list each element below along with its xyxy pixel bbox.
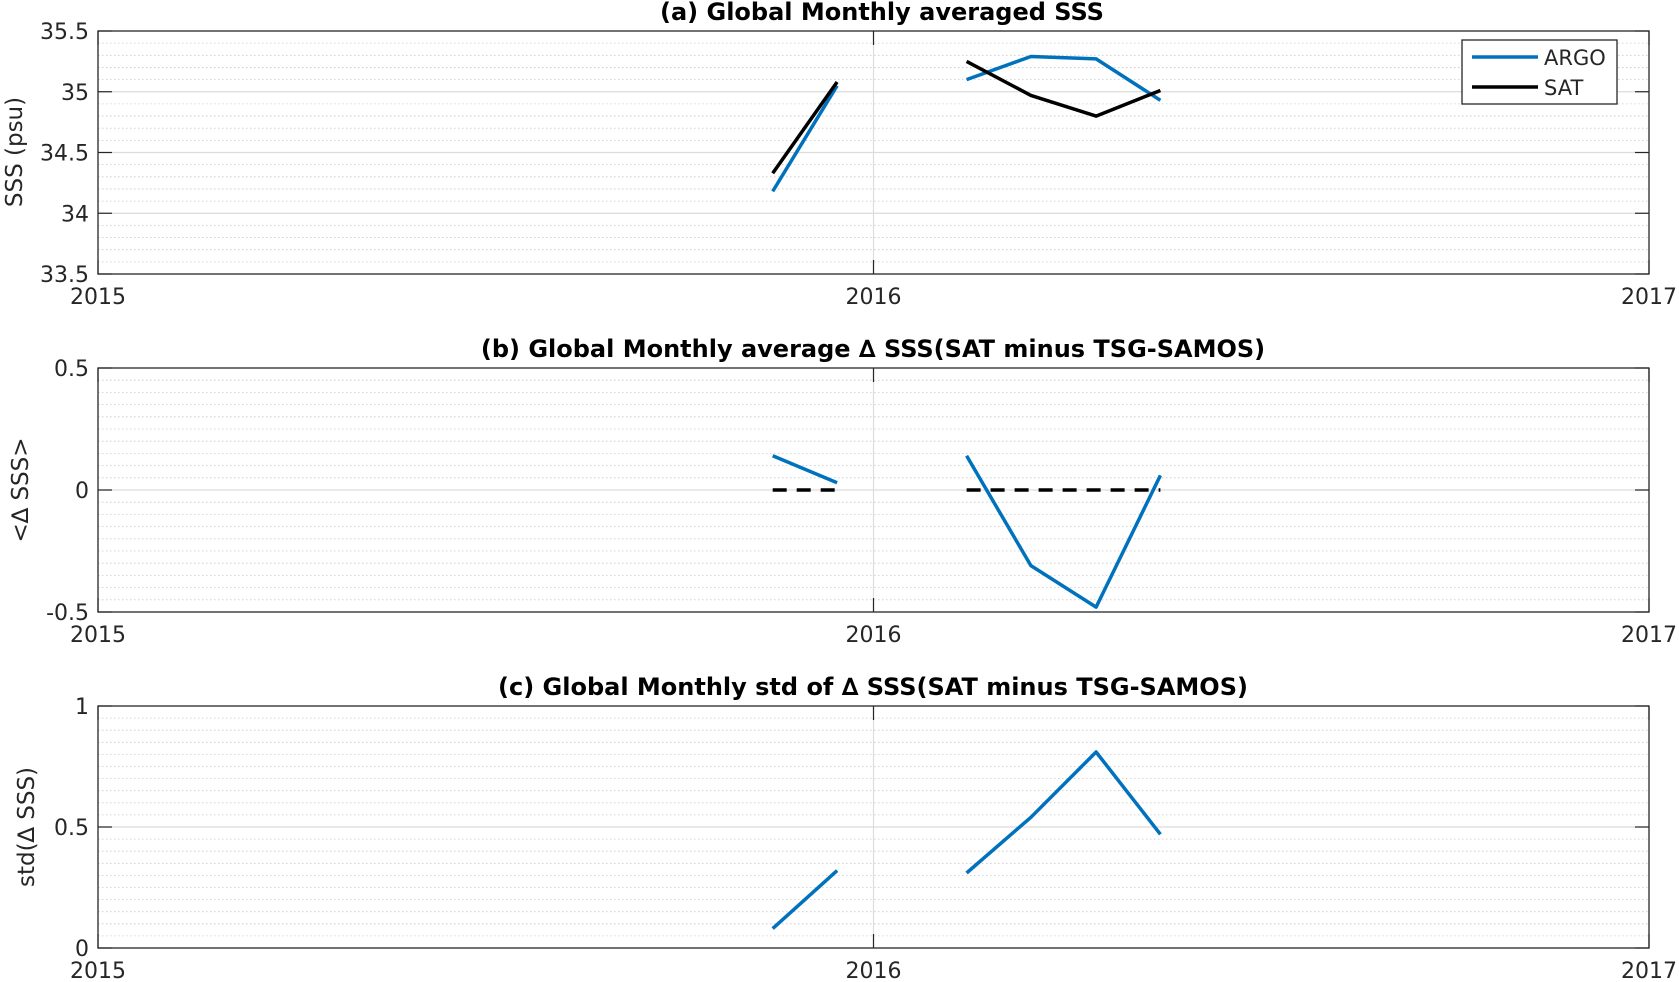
xtick-label: 2015 <box>70 623 126 648</box>
xtick-label: 2016 <box>846 285 902 310</box>
series-argo-line <box>965 454 1162 609</box>
panel-c-title: (c) Global Monthly std of ∆ SSS(SAT minu… <box>498 673 1248 701</box>
ytick-label: 0.5 <box>54 357 89 382</box>
panel-a-lines <box>771 54 1162 193</box>
xtick-label: 2017 <box>1621 285 1677 310</box>
panel-c-xticklabels: 2015 2016 2017 <box>70 959 1677 982</box>
xtick-label: 2016 <box>846 623 902 648</box>
panel-a-title: (a) Global Monthly averaged SSS <box>660 0 1104 26</box>
series-argo-line <box>771 84 839 193</box>
legend-argo-label: ARGO <box>1544 46 1606 70</box>
xtick-label: 2015 <box>70 959 126 982</box>
panel-b-ylabel: <∆ SSS> <box>8 437 34 542</box>
panel-b-ticks <box>97 367 1650 613</box>
ytick-label: 35 <box>61 81 89 106</box>
panel-c-grid <box>98 706 1649 948</box>
panel-c-ticks <box>97 705 1650 949</box>
panel-b-title: (b) Global Monthly average ∆ SSS(SAT min… <box>481 335 1265 363</box>
panel-a-ylabel: SSS (psu) <box>2 97 28 207</box>
xtick-label: 2017 <box>1621 959 1677 982</box>
xtick-label: 2016 <box>846 959 902 982</box>
legend-sat-label: SAT <box>1544 76 1583 100</box>
panel-a-grid <box>98 31 1649 274</box>
panel-a-yticklabels: 33.5 34 34.5 35 35.5 <box>40 20 89 288</box>
panel-a-xticklabels: 2015 2016 2017 <box>70 285 1677 310</box>
panel-b-grid <box>98 368 1649 612</box>
panel-b: (b) Global Monthly average ∆ SSS(SAT min… <box>8 335 1677 648</box>
panel-a: (a) Global Monthly averaged SSS 33.5 34 34… <box>2 0 1677 310</box>
series-sat-line <box>771 80 839 175</box>
series-argo-line <box>966 54 1162 102</box>
xtick-label: 2015 <box>70 285 126 310</box>
panel-b-lines <box>772 454 1162 609</box>
legend: ARGO SAT <box>1461 39 1618 105</box>
panel-c-lines <box>771 750 1162 930</box>
ytick-label: 0.5 <box>54 816 89 841</box>
xtick-label: 2017 <box>1621 623 1677 648</box>
legend-box <box>1461 39 1618 105</box>
series-sat-line <box>965 59 1162 118</box>
ytick-label: -0.5 <box>46 601 89 626</box>
ytick-label: 34.5 <box>40 142 89 167</box>
ytick-label: 34 <box>61 202 89 227</box>
panel-b-yticklabels: -0.5 0 0.5 <box>46 357 89 626</box>
panel-c-yticklabels: 00.51 <box>54 695 89 962</box>
ytick-label: 0 <box>75 479 89 504</box>
panel-c-ylabel: std(∆ SSS) <box>14 767 40 887</box>
series-argo-line <box>965 750 1162 875</box>
panel-b-xticklabels: 2015 2016 2017 <box>70 623 1677 648</box>
ytick-label: 1 <box>75 695 89 720</box>
ytick-label: 33.5 <box>40 263 89 288</box>
ytick-label: 0 <box>75 937 89 962</box>
series-argo-line <box>772 454 838 485</box>
series-argo-line <box>771 869 839 930</box>
ytick-label: 35.5 <box>40 20 89 45</box>
panel-a-ticks <box>97 30 1650 275</box>
panel-c: (c) Global Monthly std of ∆ SSS(SAT minu… <box>14 673 1677 982</box>
